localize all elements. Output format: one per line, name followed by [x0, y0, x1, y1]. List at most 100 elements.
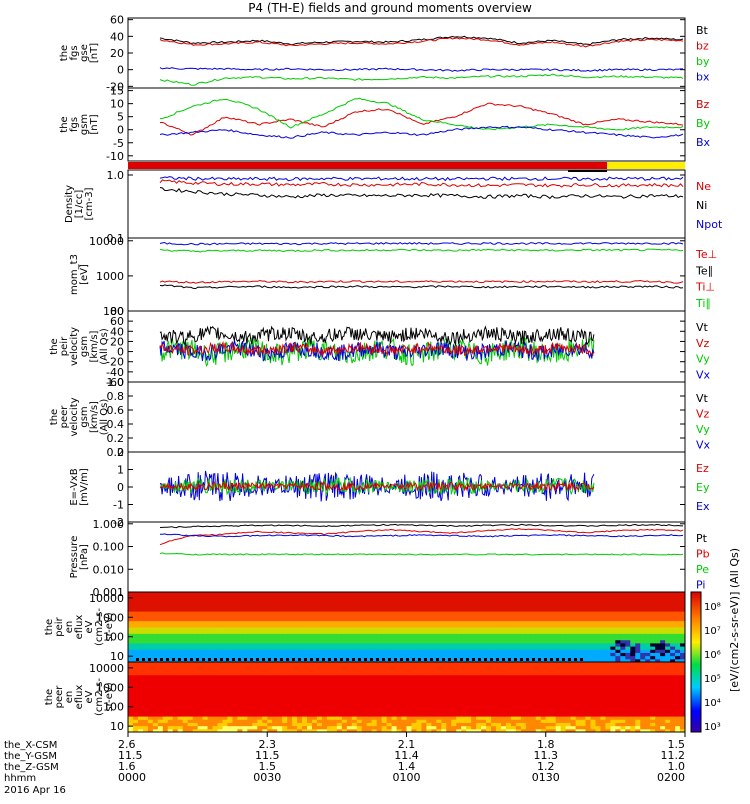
heatmap-cell — [402, 703, 407, 707]
heatmap-cell — [556, 684, 561, 688]
heatmap-cell — [397, 611, 402, 615]
heatmap-cell — [302, 640, 307, 644]
heatmap-cell — [556, 719, 561, 723]
heatmap-cell — [476, 640, 481, 644]
heatmap-cell — [421, 605, 426, 609]
heatmap-cell — [451, 700, 456, 704]
heatmap-cell — [158, 668, 163, 672]
heatmap-cell — [307, 722, 312, 726]
heatmap-cell — [461, 608, 466, 612]
heatmap-cell — [287, 684, 292, 688]
heatmap-cell — [571, 703, 576, 707]
heatmap-cell — [536, 691, 541, 695]
heatmap-cell — [287, 722, 292, 726]
chart-title: P4 (TH-E) fields and ground moments over… — [248, 1, 532, 15]
heatmap-cell — [516, 640, 521, 644]
heatmap-cell — [158, 630, 163, 634]
heatmap-cell — [287, 624, 292, 628]
heatmap-cell — [392, 697, 397, 701]
heatmap-cell — [312, 681, 317, 685]
heatmap-cell — [173, 633, 178, 637]
heatmap-cell — [595, 726, 600, 730]
heatmap-cell — [397, 716, 402, 720]
heatmap-cell — [461, 707, 466, 711]
heatmap-cell — [377, 713, 382, 717]
heatmap-cell — [630, 595, 635, 599]
heatmap-cell — [561, 713, 566, 717]
heatmap-cell — [382, 630, 387, 634]
heatmap-cell — [491, 652, 496, 656]
heatmap-cell — [362, 633, 367, 637]
heatmap-cell — [610, 684, 615, 688]
heatmap-cell — [183, 687, 188, 691]
heatmap-cell — [516, 726, 521, 730]
heatmap-cell — [297, 643, 302, 647]
heatmap-cell — [620, 703, 625, 707]
heatmap-cell — [262, 719, 267, 723]
heatmap-cell — [581, 719, 586, 723]
heatmap-cell — [645, 656, 650, 660]
heatmap-cell — [471, 646, 476, 650]
heatmap-cell — [660, 640, 665, 644]
heatmap-cell — [655, 611, 660, 615]
heatmap-cell — [501, 697, 506, 701]
heatmap-cell — [511, 668, 516, 672]
heatmap-cell — [347, 662, 352, 666]
heatmap-cell — [188, 672, 193, 676]
heatmap-cell — [183, 672, 188, 676]
heatmap-cell — [635, 633, 640, 637]
heatmap-cell — [347, 726, 352, 730]
heatmap-cell — [436, 630, 441, 634]
heatmap-cell — [247, 716, 252, 720]
heatmap-cell — [382, 726, 387, 730]
heatmap-cell — [262, 726, 267, 730]
heatmap-cell — [496, 605, 501, 609]
heatmap-cell — [252, 675, 257, 679]
heatmap-cell — [282, 614, 287, 618]
heatmap-cell — [551, 592, 556, 596]
heatmap-cell — [600, 652, 605, 656]
heatmap-cell — [317, 611, 322, 615]
heatmap-cell — [610, 630, 615, 634]
heatmap-cell — [163, 678, 168, 682]
heatmap-cell — [436, 614, 441, 618]
heatmap-cell — [471, 627, 476, 631]
heatmap-cell — [511, 691, 516, 695]
heatmap-cell — [481, 707, 486, 711]
heatmap-cell — [188, 678, 193, 682]
heatmap-cell — [625, 726, 630, 730]
heatmap-cell — [620, 630, 625, 634]
heatmap-cell — [516, 672, 521, 676]
heatmap-cell — [516, 681, 521, 685]
heatmap-cell — [332, 592, 337, 596]
heatmap-cell — [222, 646, 227, 650]
heatmap-cell — [411, 662, 416, 666]
heatmap-cell — [424, 658, 427, 661]
heatmap-cell — [232, 611, 237, 615]
heatmap-cell — [352, 652, 357, 656]
heatmap-cell — [173, 665, 178, 669]
heatmap-cell — [357, 684, 362, 688]
heatmap-cell — [610, 627, 615, 631]
heatmap-cell — [382, 700, 387, 704]
heatmap-cell — [280, 658, 283, 661]
heatmap-cell — [307, 672, 312, 676]
heatmap-cell — [262, 716, 267, 720]
heatmap-cell — [397, 652, 402, 656]
heatmap-cell — [600, 700, 605, 704]
heatmap-cell — [392, 627, 397, 631]
heatmap-cell — [566, 703, 571, 707]
heatmap-cell — [456, 697, 461, 701]
heatmap-cell — [267, 662, 272, 666]
heatmap-cell — [232, 722, 237, 726]
heatmap-cell — [153, 605, 158, 609]
heatmap-cell — [297, 662, 302, 666]
heatmap-cell — [362, 649, 367, 653]
heatmap-cell — [232, 633, 237, 637]
heatmap-cell — [297, 617, 302, 621]
heatmap-cell — [163, 621, 168, 625]
heatmap-cell — [521, 687, 526, 691]
heatmap-cell — [387, 649, 392, 653]
heatmap-cell — [133, 672, 138, 676]
